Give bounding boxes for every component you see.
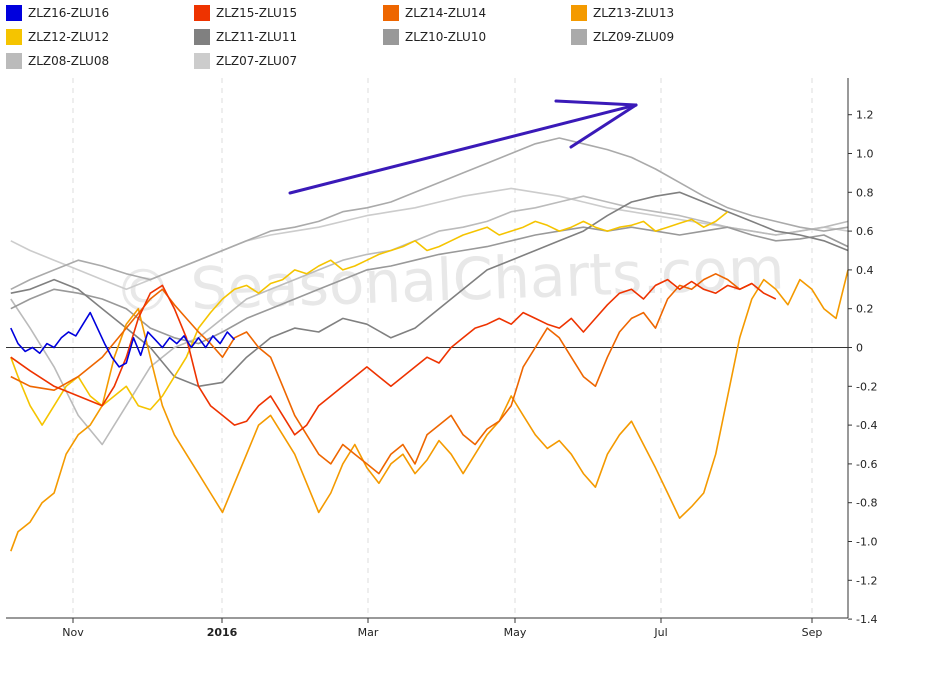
x-tick-label: May bbox=[504, 626, 527, 639]
legend-label: ZLZ15-ZLU15 bbox=[216, 6, 298, 20]
y-tick-label: -1.0 bbox=[856, 536, 877, 549]
legend-item[interactable]: ZLZ13-ZLU13 bbox=[571, 4, 674, 22]
legend-label: ZLZ16-ZLU16 bbox=[28, 6, 110, 20]
series-line bbox=[10, 272, 753, 475]
x-tick-label: Sep bbox=[802, 626, 823, 639]
y-tick-label: -0.6 bbox=[856, 458, 877, 471]
legend-item[interactable]: ZLZ11-ZLU11 bbox=[194, 28, 297, 46]
legend-item[interactable]: ZLZ08-ZLU08 bbox=[6, 52, 109, 70]
y-tick-label: 0.2 bbox=[856, 303, 874, 316]
legend-item[interactable]: ZLZ07-ZLU07 bbox=[194, 52, 297, 70]
y-tick-label: -1.4 bbox=[856, 613, 877, 626]
series-line bbox=[10, 269, 849, 552]
y-tick-label: 1.0 bbox=[856, 148, 874, 161]
legend: ZLZ16-ZLU16 ZLZ15-ZLU15 ZLZ14-ZLU14 ZLZ13-Z… bbox=[0, 0, 925, 72]
legend-swatch bbox=[571, 5, 587, 21]
series-line bbox=[10, 278, 777, 436]
x-tick-label: Mar bbox=[358, 626, 379, 639]
legend-swatch bbox=[194, 29, 210, 45]
legend-label: ZLZ14-ZLU14 bbox=[405, 6, 487, 20]
watermark-text: © SeasonalCharts.com bbox=[113, 234, 785, 325]
series-line bbox=[10, 211, 729, 426]
series-line bbox=[10, 137, 849, 291]
legend-swatch bbox=[6, 29, 22, 45]
legend-item[interactable]: ZLZ16-ZLU16 bbox=[6, 4, 109, 22]
arrow-annotation bbox=[569, 103, 638, 149]
legend-label: ZLZ08-ZLU08 bbox=[28, 54, 110, 68]
y-tick-label: 0.8 bbox=[856, 186, 874, 199]
legend-label: ZLZ07-ZLU07 bbox=[216, 54, 298, 68]
y-tick-label: -0.2 bbox=[856, 380, 877, 393]
legend-swatch bbox=[383, 5, 399, 21]
legend-label: ZLZ10-ZLU10 bbox=[405, 30, 487, 44]
y-tick-label: -0.8 bbox=[856, 497, 877, 510]
y-tick-label: 0 bbox=[856, 342, 863, 355]
legend-swatch bbox=[6, 53, 22, 69]
legend-item[interactable]: ZLZ12-ZLU12 bbox=[6, 28, 109, 46]
legend-label: ZLZ12-ZLU12 bbox=[28, 30, 110, 44]
legend-label: ZLZ09-ZLU09 bbox=[593, 30, 675, 44]
legend-swatch bbox=[571, 29, 587, 45]
legend-item[interactable]: ZLZ14-ZLU14 bbox=[383, 4, 486, 22]
y-tick-label: 0.4 bbox=[856, 264, 874, 277]
series-line bbox=[10, 187, 849, 291]
series-line bbox=[10, 195, 849, 446]
legend-swatch bbox=[383, 29, 399, 45]
y-tick-label: 1.2 bbox=[856, 109, 874, 122]
series-line bbox=[10, 226, 849, 345]
series-line bbox=[10, 311, 236, 368]
y-tick-label: -1.2 bbox=[856, 574, 877, 587]
x-tick-label: 2016 bbox=[207, 626, 238, 639]
y-tick-label: -0.4 bbox=[856, 419, 877, 432]
y-tick-label: 0.6 bbox=[856, 225, 874, 238]
legend-item[interactable]: ZLZ10-ZLU10 bbox=[383, 28, 486, 46]
legend-item[interactable]: ZLZ15-ZLU15 bbox=[194, 4, 297, 22]
legend-label: ZLZ11-ZLU11 bbox=[216, 30, 298, 44]
arrow-annotation bbox=[554, 99, 638, 107]
legend-swatch bbox=[194, 5, 210, 21]
legend-swatch bbox=[6, 5, 22, 21]
x-tick-label: Jul bbox=[653, 626, 667, 639]
legend-label: ZLZ13-ZLU13 bbox=[593, 6, 675, 20]
x-tick-label: Nov bbox=[62, 626, 84, 639]
legend-swatch bbox=[194, 53, 210, 69]
legend-item[interactable]: ZLZ09-ZLU09 bbox=[571, 28, 674, 46]
arrow-annotation bbox=[288, 103, 638, 195]
